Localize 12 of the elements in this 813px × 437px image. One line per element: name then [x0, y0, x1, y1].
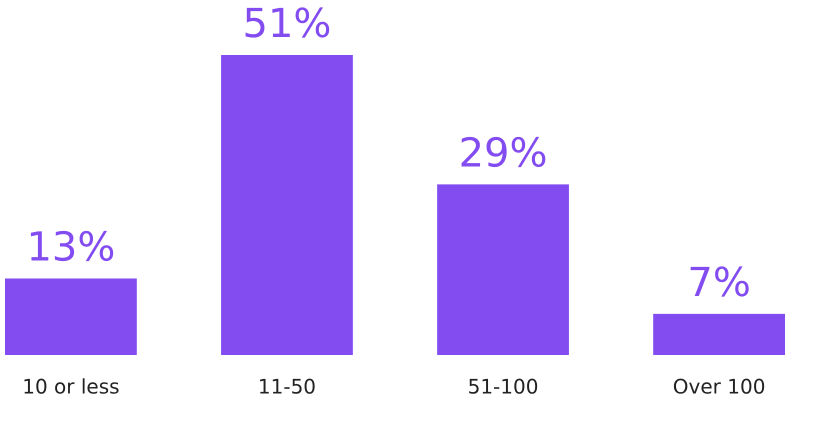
data-label: 51% — [242, 1, 332, 47]
x-tick-label: 51-100 — [468, 374, 538, 398]
data-label: 29% — [458, 130, 548, 176]
bar — [437, 184, 569, 355]
bar — [5, 278, 137, 355]
data-label: 13% — [26, 224, 116, 271]
x-tick-label: 10 or less — [22, 374, 120, 398]
bar — [653, 314, 785, 355]
x-tick-label: Over 100 — [672, 374, 766, 398]
bar — [221, 55, 353, 355]
data-label: 7% — [687, 260, 751, 306]
x-tick-label: 11-50 — [258, 374, 316, 398]
